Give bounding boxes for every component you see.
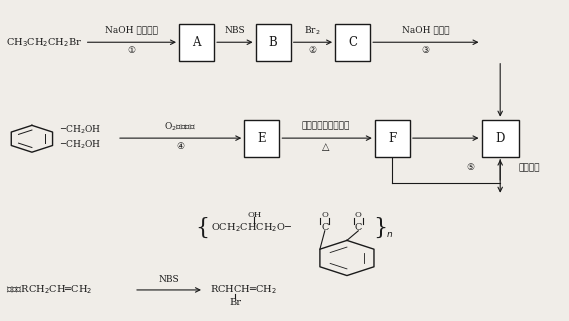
Text: NaOH 水溶液: NaOH 水溶液 xyxy=(402,25,449,34)
Text: Br: Br xyxy=(229,298,241,307)
Text: CH$_3$CH$_2$CH$_2$Br: CH$_3$CH$_2$CH$_2$Br xyxy=(6,36,83,49)
Text: 新制氢氧化铜，酸化: 新制氢氧化铜，酸化 xyxy=(302,121,350,130)
Text: {: { xyxy=(195,217,209,239)
Text: ⑤: ⑤ xyxy=(467,163,475,172)
Bar xyxy=(335,24,370,61)
Bar xyxy=(255,24,291,61)
Bar xyxy=(375,120,410,157)
Text: 一定条件: 一定条件 xyxy=(519,163,541,172)
Text: C: C xyxy=(321,223,328,232)
Text: ①: ① xyxy=(127,46,135,56)
Text: O: O xyxy=(355,211,362,219)
Text: O$_2$，催化剂: O$_2$，催化剂 xyxy=(164,120,196,133)
Bar xyxy=(482,120,518,157)
Bar xyxy=(244,120,279,157)
Text: △: △ xyxy=(322,142,329,152)
Text: C: C xyxy=(348,36,357,49)
Text: $n$: $n$ xyxy=(386,230,393,239)
Text: C: C xyxy=(354,223,362,232)
Text: ③: ③ xyxy=(421,46,430,56)
Text: D: D xyxy=(496,132,505,145)
Text: ─CH$_2$OH: ─CH$_2$OH xyxy=(60,139,101,152)
Text: F: F xyxy=(388,132,397,145)
Text: RCHCH═CH$_2$: RCHCH═CH$_2$ xyxy=(209,283,277,296)
Text: Br$_2$: Br$_2$ xyxy=(304,24,320,37)
Text: O: O xyxy=(321,211,328,219)
Text: NBS: NBS xyxy=(158,275,179,284)
Text: OH: OH xyxy=(248,211,262,219)
Text: ─CH$_2$OH: ─CH$_2$OH xyxy=(60,124,101,136)
Text: ②: ② xyxy=(308,46,316,56)
Text: }: } xyxy=(373,217,387,239)
Text: E: E xyxy=(258,132,266,145)
Text: A: A xyxy=(192,36,201,49)
Text: OCH$_2$CHCH$_2$O─: OCH$_2$CHCH$_2$O─ xyxy=(211,221,292,234)
Text: 已知：RCH$_2$CH═CH$_2$: 已知：RCH$_2$CH═CH$_2$ xyxy=(6,283,93,296)
Text: NaOH 乙醇溶液: NaOH 乙醇溶液 xyxy=(105,25,158,34)
Text: B: B xyxy=(269,36,278,49)
Text: ④: ④ xyxy=(176,142,184,151)
Text: NBS: NBS xyxy=(224,26,245,35)
Bar xyxy=(179,24,214,61)
